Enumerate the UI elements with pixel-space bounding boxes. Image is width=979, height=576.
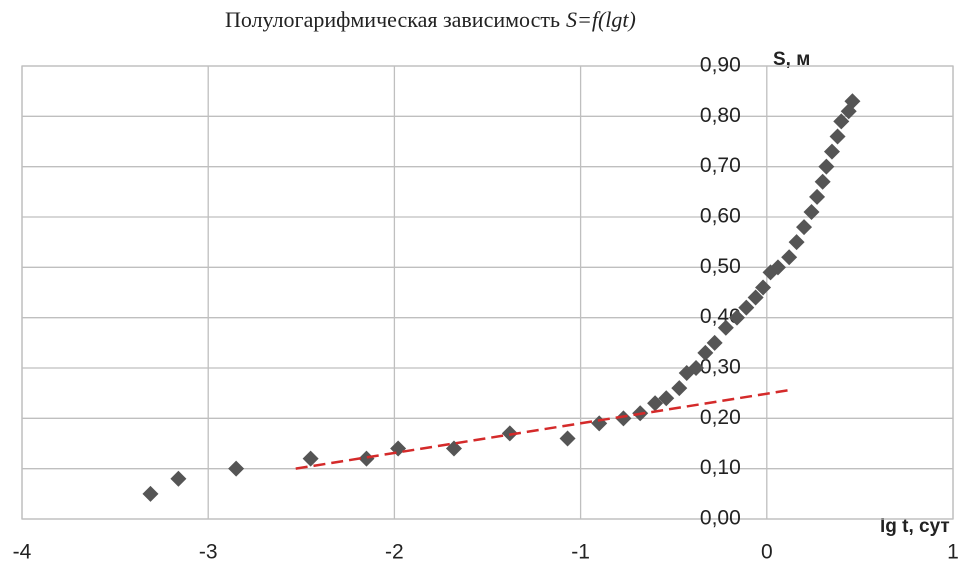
x-tick-label: -3	[199, 541, 218, 564]
y-tick-label: 0,80	[700, 104, 741, 127]
data-point	[358, 450, 375, 467]
data-point	[844, 93, 861, 110]
data-point	[747, 289, 764, 306]
x-tick-label: -1	[571, 541, 590, 564]
y-tick-label: 0,50	[700, 255, 741, 278]
y-tick-label: 0,60	[700, 205, 741, 228]
data-point	[142, 485, 159, 502]
chart-title-formula: S=f(lgt)	[566, 7, 636, 32]
x-tick-label: -2	[385, 541, 404, 564]
data-point	[738, 299, 755, 316]
data-point	[671, 380, 688, 397]
y-tick-label: 0,00	[700, 507, 741, 530]
data-point	[803, 203, 820, 220]
data-point	[658, 390, 675, 407]
chart-title: Полулогарифмическая зависимость	[225, 7, 560, 32]
y-tick-label: 0,90	[700, 54, 741, 77]
data-point	[788, 234, 805, 251]
data-point	[755, 279, 772, 296]
data-point	[833, 113, 850, 130]
data-point	[706, 334, 723, 351]
x-tick-label: -4	[13, 541, 32, 564]
data-point	[809, 188, 826, 205]
data-point	[445, 440, 462, 457]
y-tick-label: 0,30	[700, 356, 741, 379]
data-point	[814, 173, 831, 190]
y-tick-label: 0,70	[700, 154, 741, 177]
data-point	[170, 470, 187, 487]
data-point	[615, 410, 632, 427]
data-point	[559, 430, 576, 447]
plot-frame	[21, 65, 954, 520]
data-point	[717, 319, 734, 336]
data-point	[796, 219, 813, 236]
y-tick-label: 0,20	[700, 406, 741, 429]
data-point	[823, 143, 840, 160]
trend-line	[295, 388, 790, 470]
y-tick-label: 0,10	[700, 456, 741, 479]
y-tick-label: 0,40	[700, 305, 741, 328]
data-point	[729, 309, 746, 326]
data-point	[697, 344, 714, 361]
data-point	[647, 395, 664, 412]
data-point	[688, 360, 705, 376]
x-axis-label: lg t, сут	[880, 516, 950, 537]
data-point	[302, 450, 319, 467]
y-axis-label: S, м	[773, 49, 810, 70]
x-tick-label: 1	[947, 541, 959, 564]
data-point	[829, 128, 846, 145]
data-point	[228, 460, 245, 477]
data-point	[818, 158, 835, 175]
data-point	[769, 259, 786, 276]
x-tick-label: 0	[761, 541, 773, 564]
data-point	[781, 249, 798, 266]
